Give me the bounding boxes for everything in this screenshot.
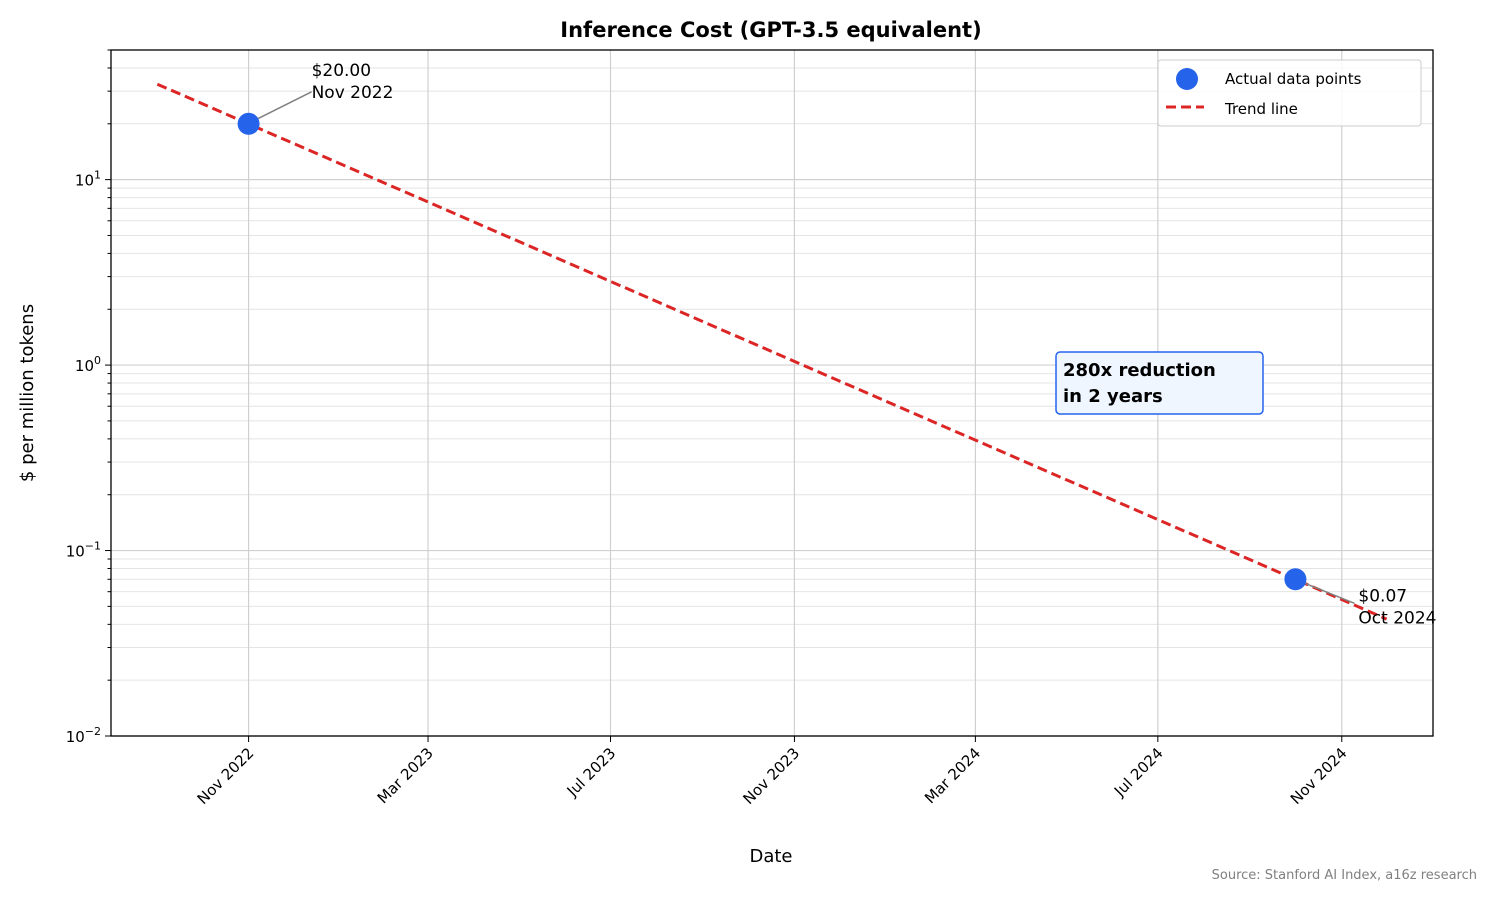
trend-line-layer bbox=[156, 82, 1388, 621]
callout-line2: in 2 years bbox=[1063, 386, 1163, 407]
legend-marker-actual bbox=[1176, 68, 1198, 90]
callout-line1: 280x reduction bbox=[1063, 360, 1216, 381]
source-note: Source: Stanford AI Index, a16z research bbox=[1212, 868, 1477, 883]
x-axis-label: Date bbox=[749, 846, 792, 867]
annotation-date: Nov 2022 bbox=[312, 83, 394, 103]
x-tick-label: Mar 2024 bbox=[921, 744, 984, 807]
annotation-arrow bbox=[255, 91, 312, 121]
trend-line bbox=[156, 82, 1388, 621]
y-tick-label: 101 bbox=[75, 169, 101, 190]
y-tick-label: 10−1 bbox=[66, 540, 101, 561]
annotation-date: Oct 2024 bbox=[1358, 608, 1436, 628]
y-tick-label: 100 bbox=[75, 354, 101, 375]
x-tick-label: Nov 2023 bbox=[739, 744, 803, 808]
y-tick-label: 10−2 bbox=[66, 725, 101, 746]
x-tick-label: Jul 2023 bbox=[563, 744, 620, 801]
annotation-arrow bbox=[1302, 581, 1355, 604]
legend-label-actual: Actual data points bbox=[1225, 70, 1362, 88]
annotation-value: $20.00 bbox=[312, 61, 371, 81]
callout-box: 280x reduction in 2 years bbox=[1055, 351, 1264, 415]
legend-label-trend: Trend line bbox=[1224, 100, 1298, 118]
chart-title: Inference Cost (GPT-3.5 equivalent) bbox=[560, 18, 981, 42]
annotation-value: $0.07 bbox=[1358, 586, 1407, 606]
data-point bbox=[237, 112, 260, 135]
data-point bbox=[1284, 568, 1307, 591]
plot-frame bbox=[110, 49, 1434, 737]
x-axis: Nov 2022 Mar 2023 Jul 2023 Nov 2023 Mar 2024… bbox=[194, 736, 1351, 808]
legend: Actual data points Trend line bbox=[1157, 59, 1422, 127]
grid bbox=[111, 49, 1433, 737]
y-axis-label: $ per million tokens bbox=[17, 304, 38, 482]
x-tick-label: Mar 2023 bbox=[374, 744, 437, 807]
x-tick-label: Nov 2024 bbox=[1287, 744, 1351, 808]
x-tick-label: Jul 2024 bbox=[1110, 744, 1167, 801]
data-points bbox=[237, 112, 1307, 591]
x-tick-label: Nov 2022 bbox=[194, 744, 258, 808]
legend-frame bbox=[1157, 59, 1422, 127]
y-axis: 10−2 10−1 100 101 bbox=[66, 49, 111, 746]
